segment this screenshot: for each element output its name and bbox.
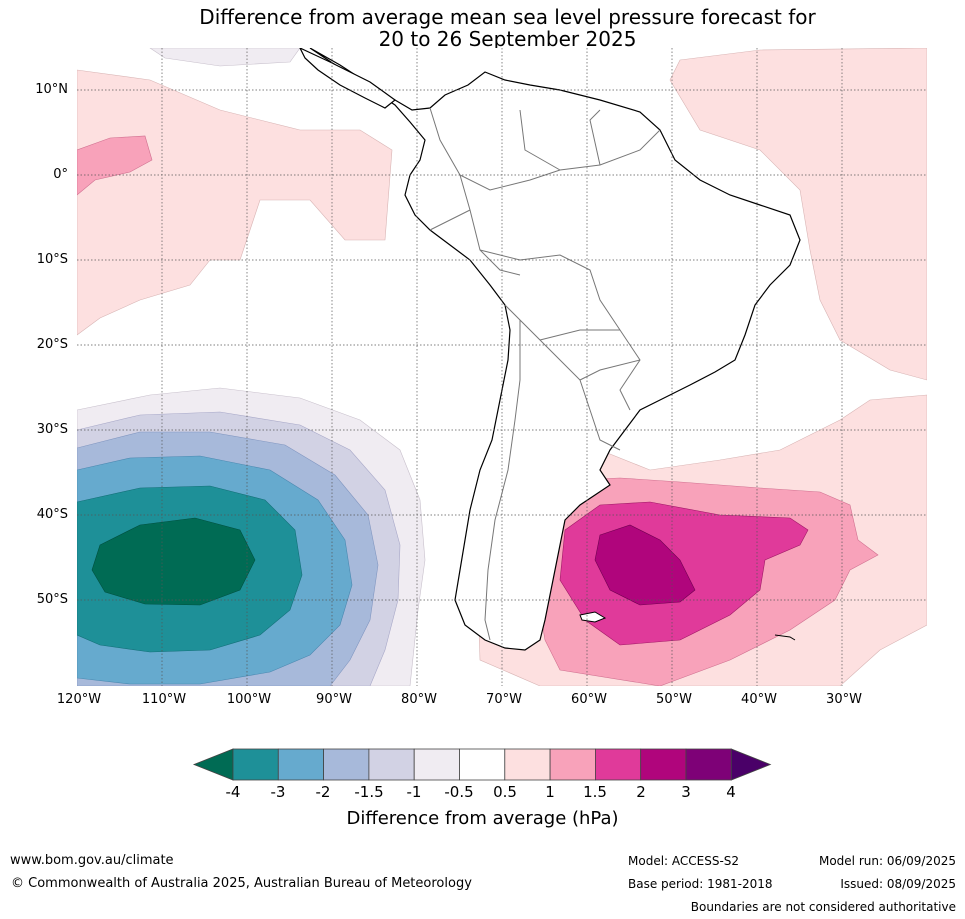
- colorbar-swatch: [640, 748, 687, 781]
- colorbar-swatch: [413, 748, 460, 781]
- colorbar-swatch: [232, 748, 279, 781]
- lon-label-80w: 80°W: [401, 692, 437, 707]
- colorbar-swatch: [595, 748, 642, 781]
- colorbar-tick: -3: [270, 783, 286, 801]
- colorbar-extend-low: [192, 748, 234, 781]
- lon-label-70w: 70°W: [486, 692, 522, 707]
- colorbar-tick: -1.5: [354, 783, 384, 801]
- issued-text: Issued: 08/09/2025: [840, 877, 956, 891]
- colorbar-tick: -2: [315, 783, 331, 801]
- colorbar-swatch: [459, 748, 506, 781]
- colorbar-swatch: [277, 748, 324, 781]
- colorbar-tick: -1: [406, 783, 422, 801]
- colorbar-tick: 1: [545, 783, 555, 801]
- country-borders: [429, 107, 661, 641]
- anomaly-2-south-atlantic: [594, 524, 696, 606]
- colorbar-tick: 4: [726, 783, 736, 801]
- anomaly-0.5-north-pacific: [77, 69, 393, 336]
- lat-label-40s: 40°S: [36, 507, 68, 522]
- lon-label-100w: 100°W: [226, 692, 272, 707]
- south-america-outline: [309, 48, 801, 651]
- colorbar-tick: -4: [225, 783, 241, 801]
- colorbar: [192, 748, 772, 781]
- lon-label-90w: 90°W: [316, 692, 352, 707]
- lon-label-60w: 60°W: [571, 692, 607, 707]
- anomaly-1-north-pacific: [77, 135, 153, 196]
- colorbar-swatch: [685, 748, 732, 781]
- colorbar-label: Difference from average (hPa): [346, 808, 619, 829]
- colorbar-swatch: [549, 748, 596, 781]
- south-georgia: [774, 634, 796, 641]
- lat-label-10s: 10°S: [36, 252, 68, 267]
- colorbar-tick: 3: [681, 783, 691, 801]
- map-title-line-2: 20 to 26 September 2025: [378, 27, 637, 51]
- base-period-text: Base period: 1981-2018: [628, 877, 773, 891]
- colorbar-extend-high: [730, 748, 772, 781]
- map-title-line-1: Difference from average mean sea level p…: [199, 5, 816, 29]
- central-america-outline: [299, 48, 396, 109]
- lon-label-30w: 30°W: [826, 692, 862, 707]
- colorbar-swatch: [323, 748, 370, 781]
- lon-label-40w: 40°W: [741, 692, 777, 707]
- website-link[interactable]: www.bom.gov.au/climate: [10, 853, 174, 868]
- lon-label-110w: 110°W: [141, 692, 187, 707]
- copyright-text: © Commonwealth of Australia 2025, Austra…: [11, 876, 472, 891]
- anomaly-neg-north-pacific: [149, 48, 301, 67]
- graticule: [77, 48, 927, 686]
- anomaly-neg-4-se-pacific: [91, 517, 256, 606]
- model-run-text: Model run: 06/09/2025: [818, 854, 956, 868]
- lat-label-50s: 50°S: [36, 592, 68, 607]
- disclaimer-text: Boundaries are not considered authoritat…: [690, 900, 956, 914]
- lon-label-120w: 120°W: [56, 692, 102, 707]
- lat-label-20s: 20°S: [36, 337, 68, 352]
- lat-label-0: 0°: [53, 167, 68, 182]
- lat-label-10n: 10°N: [35, 82, 68, 97]
- lon-label-50w: 50°W: [656, 692, 692, 707]
- colorbar-swatch: [368, 748, 415, 781]
- colorbar-tick: 1.5: [583, 783, 607, 801]
- colorbar-tick: 0.5: [493, 783, 517, 801]
- colorbar-swatch: [504, 748, 551, 781]
- model-text: Model: ACCESS-S2: [628, 854, 740, 868]
- anomaly-0.5-atlantic: [669, 48, 927, 381]
- falkland-islands: [579, 611, 607, 623]
- colorbar-tick: 2: [636, 783, 646, 801]
- lat-label-30s: 30°S: [36, 422, 68, 437]
- colorbar-tick: -0.5: [444, 783, 474, 801]
